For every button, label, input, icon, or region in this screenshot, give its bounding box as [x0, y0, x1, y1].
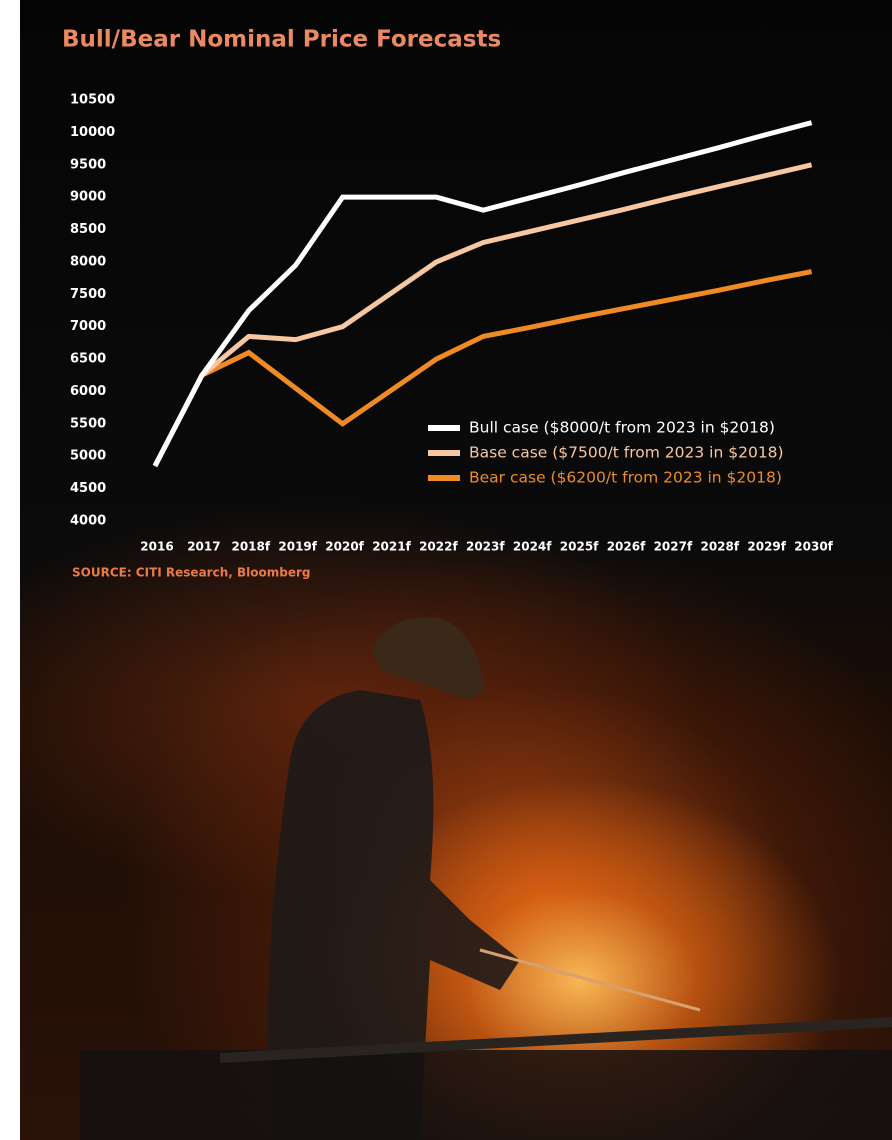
x-tick-label: 2024f [513, 540, 552, 554]
y-tick-label: 9000 [70, 190, 106, 205]
y-tick-label: 8500 [70, 222, 106, 237]
worker-silhouette [267, 690, 520, 1140]
y-tick-label: 5000 [70, 449, 106, 464]
x-tick-label: 2022f [419, 540, 458, 554]
source-note: SOURCE: CITI Research, Bloomberg [72, 566, 310, 580]
y-tick-label: 10500 [70, 93, 115, 108]
x-tick-label: 2027f [654, 540, 693, 554]
rod [479, 948, 701, 1012]
y-tick-label: 9500 [70, 157, 106, 172]
series-line [152, 269, 813, 468]
x-tick-label: 2029f [747, 540, 786, 554]
y-tick-label: 6000 [70, 384, 106, 399]
x-tick-label: 2016 [140, 540, 173, 554]
x-tick-label: 2028f [700, 540, 739, 554]
series-line [152, 120, 813, 468]
x-tick-label: 2018f [231, 540, 270, 554]
x-tick-label: 2023f [466, 540, 505, 554]
x-tick-label: 2025f [560, 540, 599, 554]
x-tick-label: 2019f [278, 540, 317, 554]
x-tick-label: 2021f [372, 540, 411, 554]
y-tick-label: 8000 [70, 254, 106, 269]
y-tick-label: 4000 [70, 514, 106, 529]
y-tick-label: 5500 [70, 416, 106, 431]
x-tick-label: 2030f [794, 540, 833, 554]
x-tick-label: 2020f [325, 540, 364, 554]
x-tick-label: 2017 [187, 540, 220, 554]
x-tick-label: 2026f [607, 540, 646, 554]
chart-title: Bull/Bear Nominal Price Forecasts [62, 27, 501, 53]
legend-label: Base case ($7500/t from 2023 in $2018) [469, 444, 784, 462]
y-tick-label: 7000 [70, 319, 106, 334]
y-tick-label: 4500 [70, 481, 106, 496]
legend-label: Bear case ($6200/t from 2023 in $2018) [469, 469, 782, 487]
machinery [80, 1050, 892, 1140]
helmet [372, 617, 484, 700]
legend-label: Bull case ($8000/t from 2023 in $2018) [469, 419, 775, 437]
y-tick-label: 7500 [70, 287, 106, 302]
series-line [152, 162, 813, 468]
y-tick-label: 10000 [70, 125, 115, 140]
y-tick-label: 6500 [70, 352, 106, 367]
rail [219, 1017, 892, 1063]
